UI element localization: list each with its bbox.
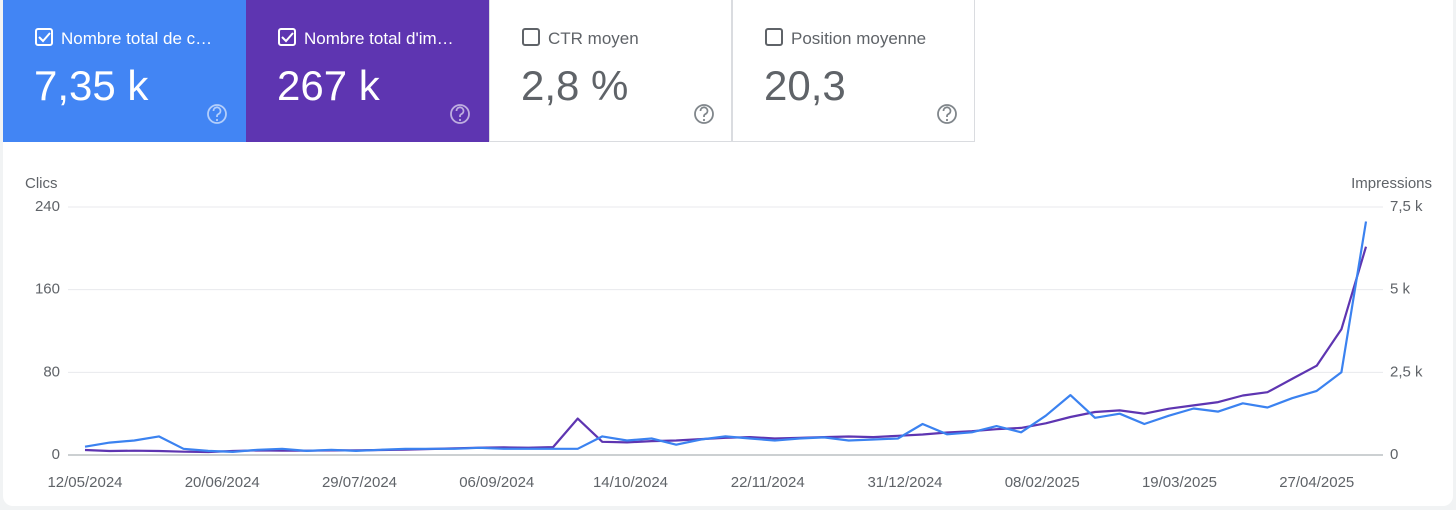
page: Clics Impressions 0 80 160 240 0 2,5 k 5 k 7,5 …: [3, 0, 1453, 506]
x-tick-label: 27/04/2025: [1279, 474, 1354, 491]
help-icon: [207, 104, 227, 124]
card-label: Nombre total d'im…: [304, 29, 454, 48]
x-tick-label: 20/06/2024: [185, 474, 260, 491]
help-icon-mark: [942, 106, 952, 118]
x-tick-label: 22/11/2024: [731, 474, 805, 491]
card-value: 7,35 k: [34, 62, 149, 109]
y2-axis-title: Impressions: [1351, 175, 1432, 192]
x-tick-label: 06/09/2024: [459, 474, 534, 491]
help-icon: [937, 104, 957, 124]
x-tick-label: 29/07/2024: [322, 474, 397, 491]
x-tick-label: 08/02/2025: [1005, 474, 1080, 491]
y2-tick-label: 2,5 k: [1390, 363, 1423, 380]
help-icon-mark: [455, 106, 465, 118]
x-tick-label: 31/12/2024: [867, 474, 942, 491]
metric-card[interactable]: Position moyenne 20,3: [732, 0, 975, 142]
y-tick-label: 80: [43, 363, 60, 380]
y-axis-title: Clics: [25, 175, 58, 192]
y-tick-label: 160: [35, 281, 60, 298]
y2-tick-label: 7,5 k: [1390, 198, 1423, 215]
x-tick-label: 14/10/2024: [593, 474, 668, 491]
metric-card[interactable]: Nombre total de c… 7,35 k: [3, 0, 246, 142]
card-icons: [522, 28, 714, 124]
checkmark: [281, 32, 294, 43]
checkmark: [38, 32, 51, 43]
help-icon-dot: [945, 118, 949, 122]
card-value: 267 k: [277, 62, 380, 109]
help-icon: [450, 104, 470, 124]
x-tick-label: 12/05/2024: [47, 474, 122, 491]
series-line: [84, 246, 1368, 454]
series-line: [84, 221, 1368, 453]
help-icon: [694, 104, 714, 124]
card-icons: [35, 28, 227, 124]
card-label: Position moyenne: [791, 29, 927, 48]
card-label: CTR moyen: [548, 29, 639, 48]
chart: Clics Impressions 0 80 160 240 0 2,5 k 5 k 7,5 …: [25, 175, 1432, 491]
card-label: Nombre total de c…: [61, 29, 213, 48]
checkbox: [35, 28, 53, 46]
checkbox: [278, 28, 296, 46]
help-icon-dot: [702, 118, 706, 122]
card-icons: [278, 28, 470, 124]
metric-card[interactable]: CTR moyen 2,8 %: [489, 0, 732, 142]
help-icon-mark: [699, 106, 709, 118]
help-icon-dot: [458, 118, 462, 122]
y-tick-label: 240: [35, 198, 60, 215]
y-tick-label: 0: [52, 446, 60, 463]
checkbox: [522, 28, 540, 46]
metric-card[interactable]: Nombre total d'im… 267 k: [246, 0, 489, 142]
card-value: 2,8 %: [521, 62, 629, 109]
help-icon-dot: [215, 118, 219, 122]
y2-tick-label: 0: [1390, 446, 1398, 463]
help-icon-mark: [212, 106, 222, 118]
y2-tick-label: 5 k: [1390, 281, 1411, 298]
card-icons: [765, 28, 957, 124]
card-value: 20,3: [764, 62, 846, 109]
checkbox: [765, 28, 783, 46]
x-tick-label: 19/03/2025: [1142, 474, 1217, 491]
